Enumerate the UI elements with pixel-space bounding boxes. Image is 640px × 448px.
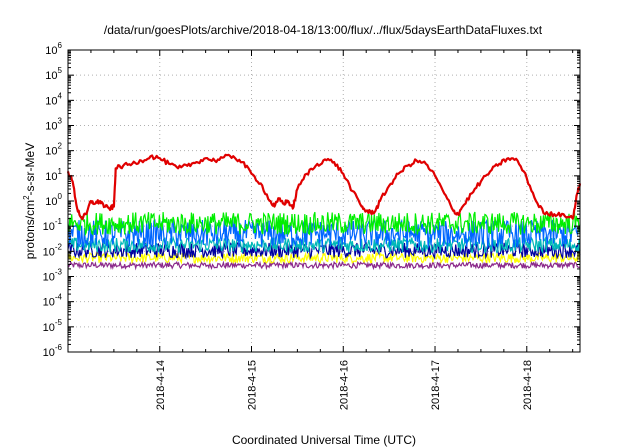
x-tick-label: 2018-4-14 (155, 360, 167, 410)
y-tick-label: 100 (45, 192, 62, 208)
x-tick-label: 2018-4-18 (522, 360, 534, 410)
x-axis-label: Coordinated Universal Time (UTC) (232, 433, 416, 447)
y-tick-labels: 10-6 10-5 10-4 10-3 10-2 10-1 100 101 102 103 104 1… (43, 41, 63, 359)
series-layer (66, 153, 582, 271)
series-line (66, 153, 582, 221)
y-axis-label-sup: 2 (22, 195, 31, 200)
y-tick-label: 106 (45, 41, 62, 57)
y-tick-label: 103 (45, 117, 62, 133)
x-tick-label: 2018-4-16 (338, 360, 350, 410)
y-axis-label-main: protons/cm (23, 200, 37, 259)
y-tick-label: 10-1 (43, 217, 63, 233)
series-line (67, 260, 581, 271)
series-line (67, 250, 581, 265)
chart-title: /data/run/goesPlots/archive/2018-04-18/1… (104, 23, 543, 37)
y-tick-label: 104 (45, 91, 62, 107)
y-axis-label-rest: -s-sr-MeV (23, 143, 37, 196)
series-line (67, 211, 581, 237)
series-line (67, 235, 581, 255)
x-tick-labels: 2018-4-14 2018-4-15 2018-4-16 2018-4-17 2018… (155, 360, 534, 410)
ticks (68, 49, 580, 353)
y-tick-label: 101 (45, 167, 62, 183)
y-tick-label: 10-4 (43, 293, 63, 309)
y-tick-label: 10-5 (43, 318, 63, 334)
y-tick-label: 10-3 (43, 268, 63, 284)
x-tick-label: 2018-4-17 (430, 360, 442, 410)
x-tick-label: 2018-4-15 (247, 360, 259, 410)
y-tick-label: 102 (45, 142, 62, 158)
y-axis-label: protons/cm2-s-sr-MeV (22, 143, 37, 259)
y-tick-label: 10-2 (43, 242, 63, 258)
y-tick-label: 10-6 (43, 343, 63, 359)
y-tick-label: 105 (45, 66, 62, 82)
